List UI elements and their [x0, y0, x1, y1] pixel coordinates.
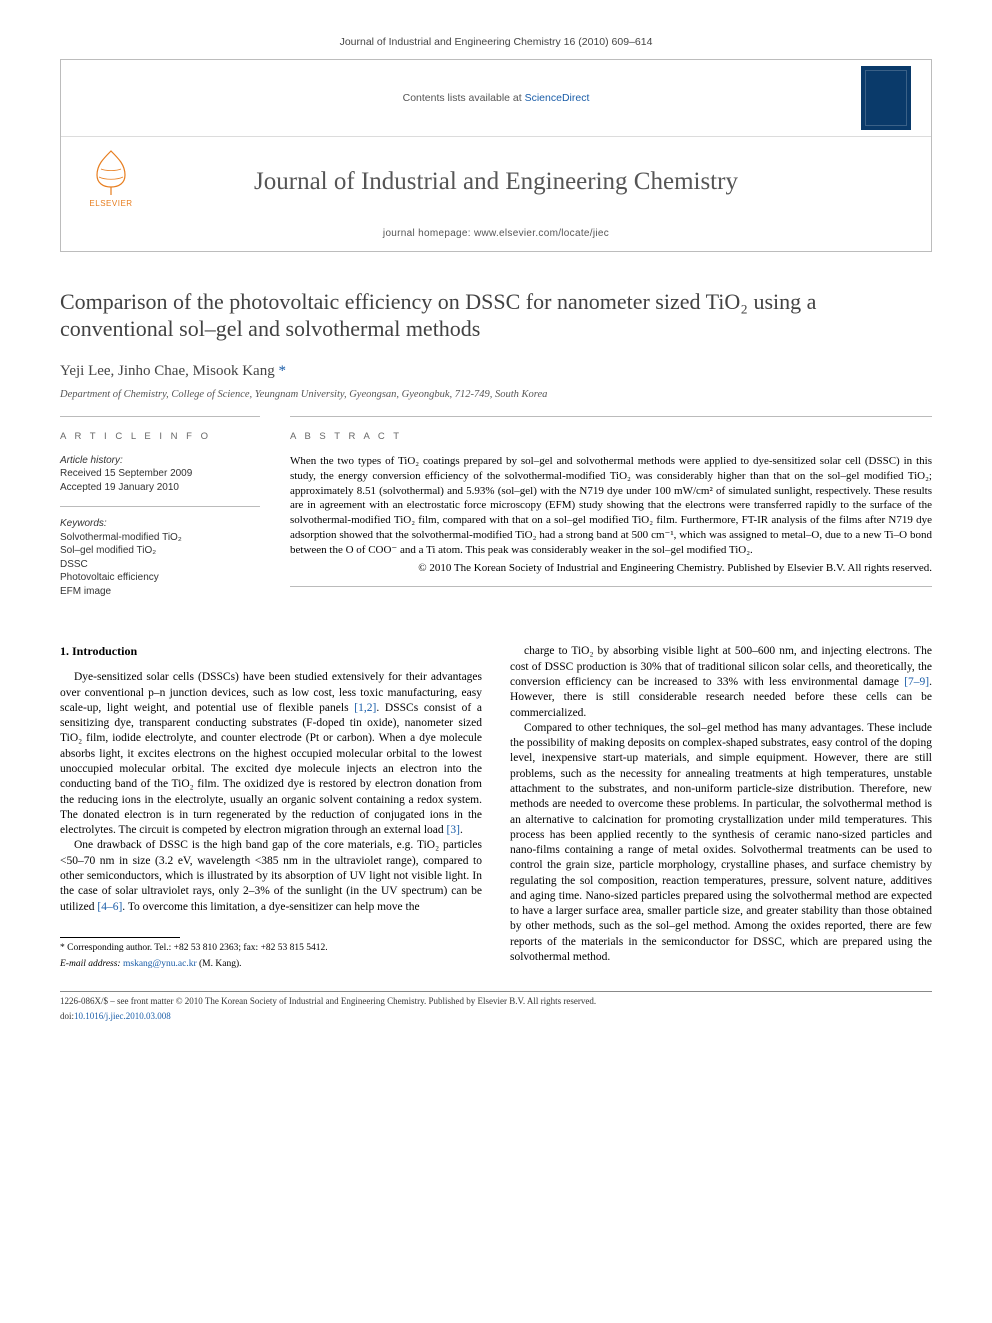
- body-paragraph: One drawback of DSSC is the high band ga…: [60, 838, 482, 914]
- abstract-heading: A B S T R A C T: [290, 431, 932, 444]
- running-head: Journal of Industrial and Engineering Ch…: [60, 35, 932, 49]
- accepted-date: Accepted 19 January 2010: [60, 481, 260, 495]
- journal-header-box: Contents lists available at ScienceDirec…: [60, 59, 932, 252]
- front-matter-line: 1226-086X/$ – see front matter © 2010 Th…: [60, 996, 932, 1008]
- article-title: Comparison of the photovoltaic efficienc…: [60, 288, 932, 343]
- abstract-block: A B S T R A C T When the two types of Ti…: [290, 416, 932, 610]
- email-suffix: (M. Kang).: [199, 959, 241, 969]
- journal-cover-thumbnail: [861, 66, 911, 130]
- email-link[interactable]: mskang@ynu.ac.kr: [123, 959, 197, 969]
- article-history-block: Article history: Received 15 September 2…: [60, 454, 260, 495]
- authors-names: Yeji Lee, Jinho Chae, Misook Kang: [60, 363, 275, 379]
- keyword-item: DSSC: [60, 558, 260, 572]
- body-paragraph: Dye-sensitized solar cells (DSSCs) have …: [60, 670, 482, 838]
- history-label: Article history:: [60, 454, 260, 468]
- doi-label: doi:: [60, 1011, 74, 1021]
- column-left: 1. Introduction Dye-sensitized solar cel…: [60, 644, 482, 970]
- corresponding-author-footnote: * Corresponding author. Tel.: +82 53 810…: [60, 942, 482, 954]
- email-label: E-mail address:: [60, 959, 121, 969]
- keywords-label: Keywords:: [60, 517, 260, 531]
- elsevier-label: ELSEVIER: [89, 199, 132, 210]
- keywords-block: Keywords: Solvothermal-modified TiO₂ Sol…: [60, 517, 260, 598]
- body-paragraph: charge to TiO₂ by absorbing visible ligh…: [510, 644, 932, 720]
- sciencedirect-link[interactable]: ScienceDirect: [525, 92, 590, 104]
- abstract-copyright: © 2010 The Korean Society of Industrial …: [290, 561, 932, 576]
- keyword-item: Photovoltaic efficiency: [60, 571, 260, 585]
- affiliation: Department of Chemistry, College of Scie…: [60, 388, 932, 402]
- corresponding-mark: *: [278, 363, 286, 379]
- homepage-prefix: journal homepage:: [383, 228, 474, 239]
- elsevier-logo: ELSEVIER: [81, 147, 141, 217]
- page-bottom-rule: [60, 991, 932, 992]
- keyword-item: Sol–gel modified TiO₂: [60, 544, 260, 558]
- footnote-rule: [60, 937, 180, 938]
- info-divider: [60, 506, 260, 507]
- homepage-url: www.elsevier.com/locate/jiec: [474, 228, 609, 239]
- body-columns: 1. Introduction Dye-sensitized solar cel…: [60, 644, 932, 970]
- doi-link[interactable]: 10.1016/j.jiec.2010.03.008: [74, 1011, 171, 1021]
- journal-name: Journal of Industrial and Engineering Ch…: [141, 165, 851, 199]
- header-top-row: Contents lists available at ScienceDirec…: [61, 60, 931, 137]
- keyword-item: EFM image: [60, 585, 260, 599]
- doi-line: doi:10.1016/j.jiec.2010.03.008: [60, 1011, 932, 1023]
- journal-homepage-line: journal homepage: www.elsevier.com/locat…: [61, 223, 931, 251]
- received-date: Received 15 September 2009: [60, 467, 260, 481]
- header-mid-row: ELSEVIER Journal of Industrial and Engin…: [61, 137, 931, 223]
- article-info-heading: A R T I C L E I N F O: [60, 431, 260, 444]
- abstract-text: When the two types of TiO₂ coatings prep…: [290, 454, 932, 558]
- body-paragraph: Compared to other techniques, the sol–ge…: [510, 721, 932, 966]
- contents-prefix: Contents lists available at: [403, 92, 525, 104]
- contents-available-line: Contents lists available at ScienceDirec…: [403, 91, 590, 105]
- article-info-sidebar: A R T I C L E I N F O Article history: R…: [60, 416, 260, 610]
- abstract-bottom-rule: [290, 586, 932, 587]
- column-right: charge to TiO₂ by absorbing visible ligh…: [510, 644, 932, 970]
- section-heading-introduction: 1. Introduction: [60, 644, 482, 660]
- authors-line: Yeji Lee, Jinho Chae, Misook Kang *: [60, 361, 932, 381]
- email-footnote: E-mail address: mskang@ynu.ac.kr (M. Kan…: [60, 958, 482, 970]
- elsevier-tree-icon: [89, 147, 133, 197]
- keyword-item: Solvothermal-modified TiO₂: [60, 531, 260, 545]
